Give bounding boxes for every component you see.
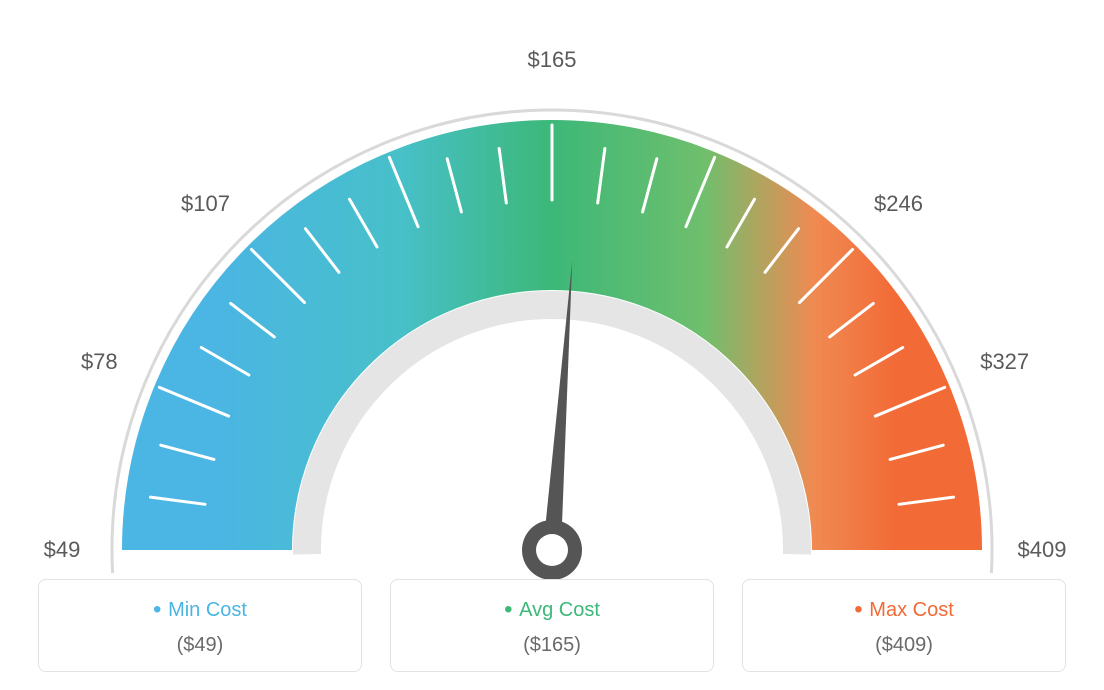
gauge-tick-label: $49	[44, 537, 81, 563]
legend-min-value: ($49)	[39, 634, 361, 657]
legend-avg-value: ($165)	[391, 634, 713, 657]
gauge-tick-label: $107	[181, 191, 230, 217]
legend-card-avg: Avg Cost ($165)	[390, 579, 714, 672]
legend-row: Min Cost ($49) Avg Cost ($165) Max Cost …	[38, 579, 1066, 672]
gauge-svg	[22, 20, 1082, 580]
gauge-tick-label: $78	[81, 349, 118, 375]
legend-max-value: ($409)	[743, 634, 1065, 657]
legend-avg-label: Avg Cost	[391, 596, 713, 624]
legend-max-label: Max Cost	[743, 596, 1065, 624]
gauge-tick-label: $327	[980, 349, 1029, 375]
gauge-tick-label: $409	[1018, 537, 1067, 563]
gauge-tick-label: $165	[528, 47, 577, 73]
legend-card-min: Min Cost ($49)	[38, 579, 362, 672]
cost-gauge-chart: $49 $78 $107 $165 $246 $327 $409	[22, 20, 1082, 580]
gauge-tick-label: $246	[874, 191, 923, 217]
legend-card-max: Max Cost ($409)	[742, 579, 1066, 672]
legend-min-label: Min Cost	[39, 596, 361, 624]
